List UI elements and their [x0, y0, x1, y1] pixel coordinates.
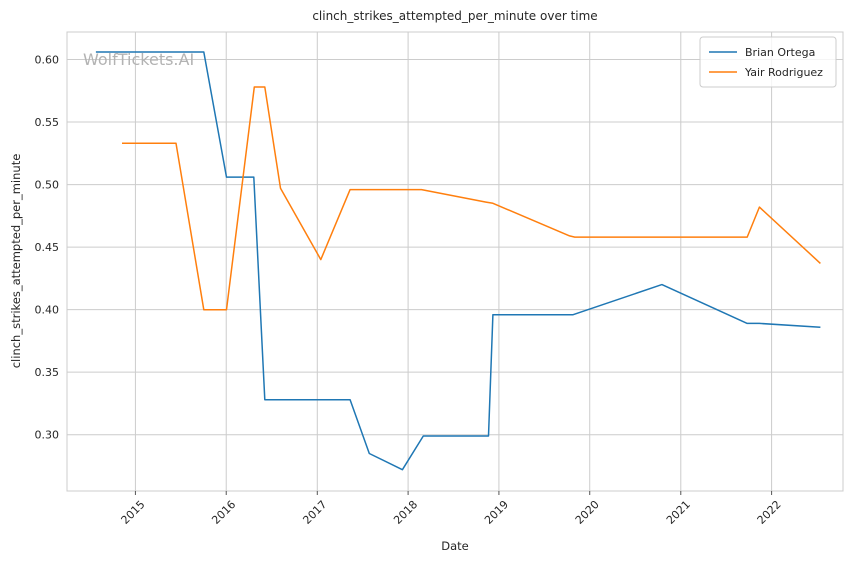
grid-lines [67, 32, 843, 491]
y-tick-label: 0.50 [35, 179, 60, 192]
x-axis-label: Date [441, 539, 469, 553]
legend-box [699, 36, 837, 88]
plot-frame [66, 31, 844, 492]
series-line-yair-rodriguez [122, 86, 821, 311]
y-tick-label: 0.45 [35, 241, 60, 254]
series-line-brian-ortega [95, 51, 821, 471]
y-tick-label: 0.30 [35, 429, 60, 442]
legend-label: Yair Rodriguez [744, 66, 823, 79]
y-axis-label: clinch_strikes_attempted_per_minute [9, 154, 23, 369]
y-tick-label: 0.35 [35, 366, 60, 379]
legend: Brian Ortega Yair Rodriguez [699, 36, 837, 88]
y-axis: 0.30 0.35 0.40 0.45 0.50 0.55 0.60 [35, 54, 60, 442]
y-tick-label: 0.40 [35, 304, 60, 317]
y-tick-label: 0.55 [35, 116, 60, 129]
legend-label: Brian Ortega [745, 46, 815, 59]
series-layer [95, 51, 821, 471]
y-tick-label: 0.60 [35, 54, 60, 67]
chart-title: clinch_strikes_attempted_per_minute over… [312, 9, 597, 23]
watermark: WolfTickets.AI [83, 50, 194, 69]
